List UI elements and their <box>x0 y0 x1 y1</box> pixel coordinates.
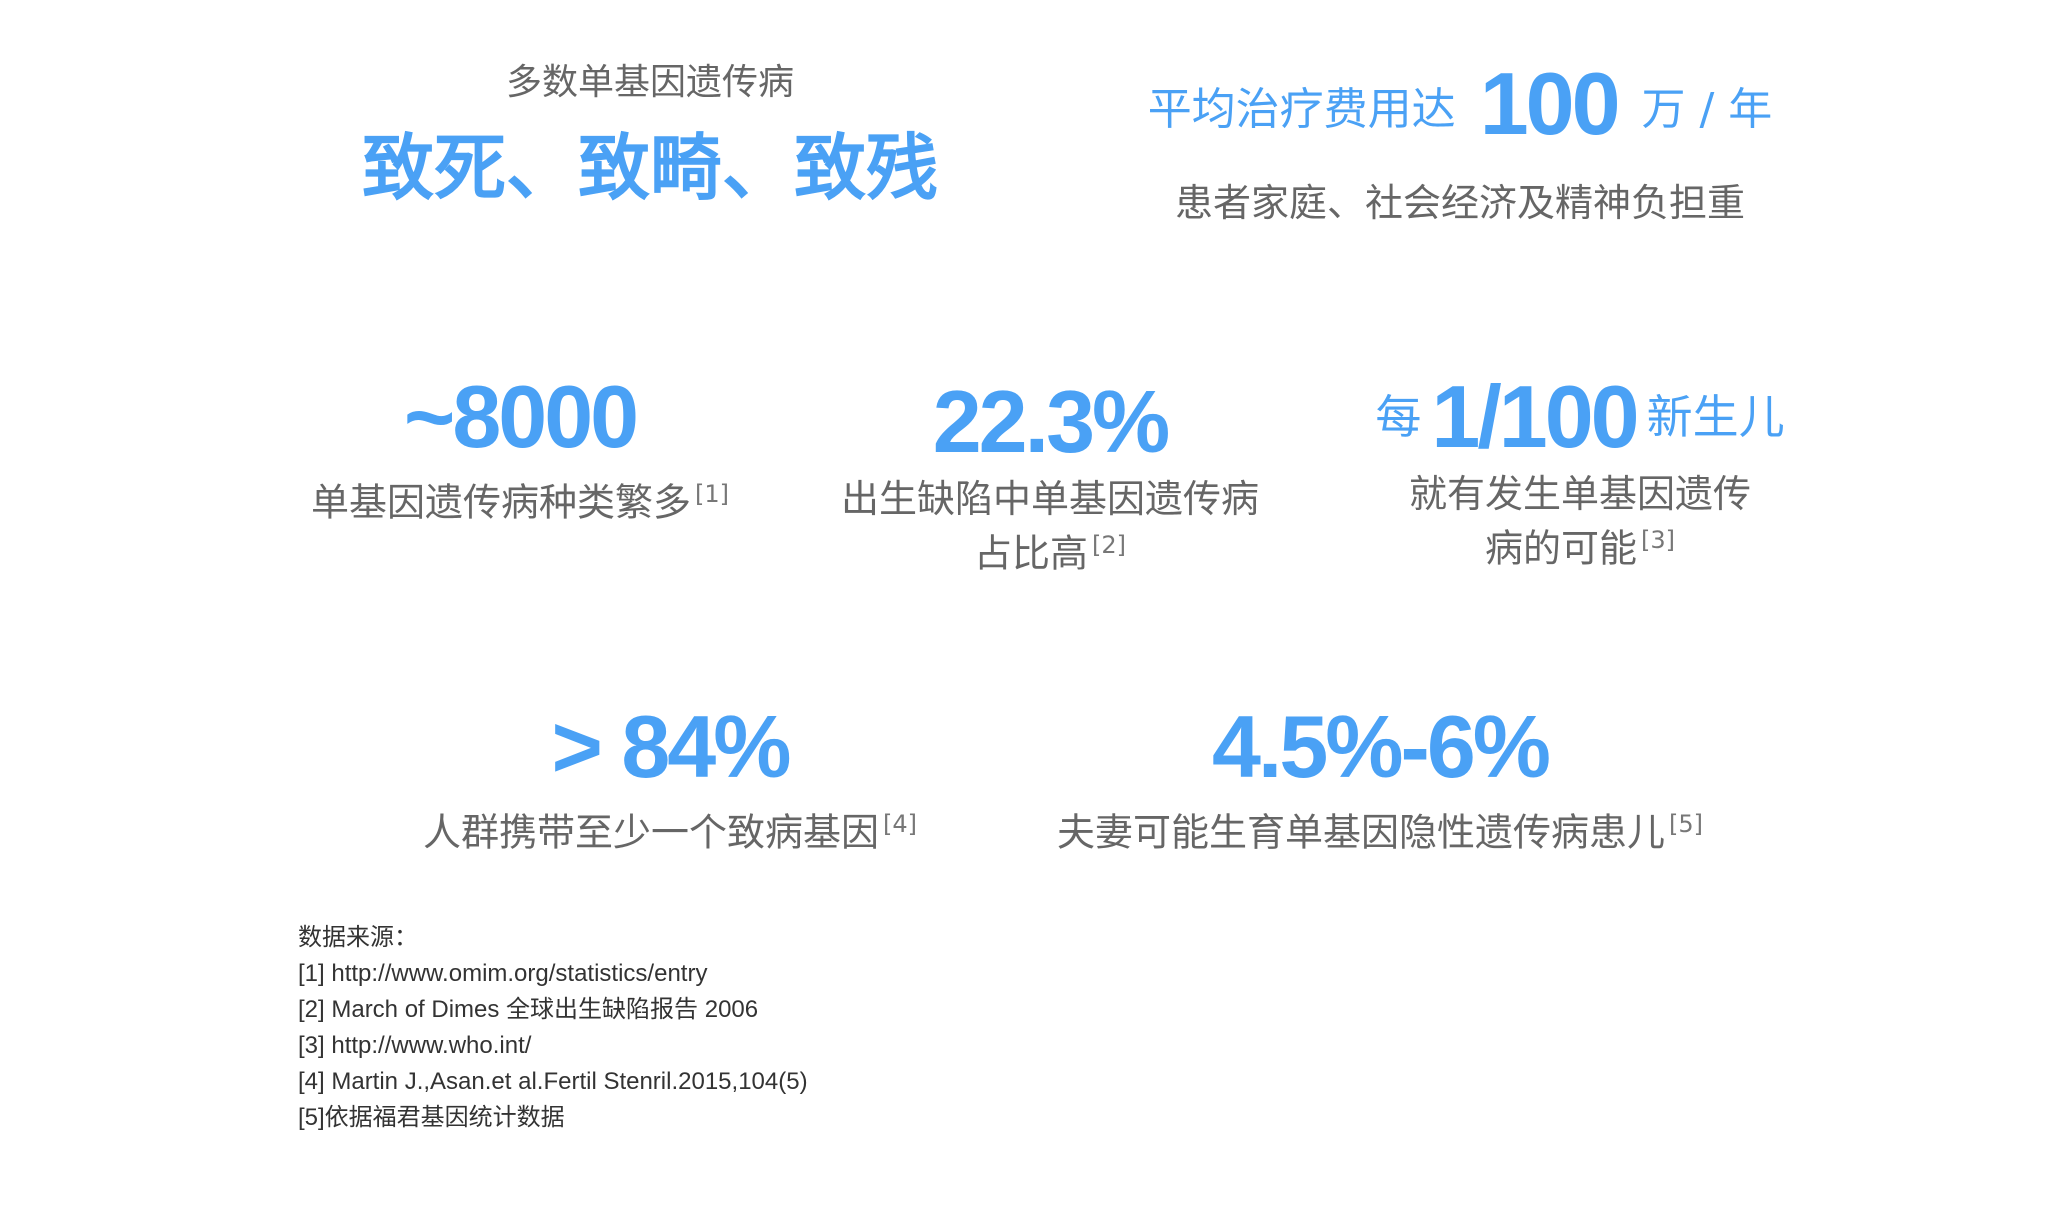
stat-desc-line: 夫妻可能生育单基因隐性遗传病患儿 <box>1056 810 1665 855</box>
stat-value: ~8000 <box>403 367 639 466</box>
stat-reference: [5] <box>1669 810 1703 838</box>
stat-description: 单基因遗传病种类繁多 [1] <box>260 471 780 526</box>
stat-reference: [2] <box>1092 531 1126 559</box>
cost-unit: 万 / 年 <box>1641 84 1773 135</box>
stat-desc-line: 人群携带至少一个致病基因 <box>422 810 879 855</box>
stat-value: > 84% <box>551 697 792 796</box>
stat-value: 22.3% <box>932 372 1171 471</box>
stat-suffix: 新生儿 <box>1646 390 1785 444</box>
cost-intro: 平均治疗费用达 <box>1147 84 1456 135</box>
stat-description: 出生缺陷中单基因遗传病 占比高 [2] <box>790 476 1310 577</box>
cost-row: 平均治疗费用达 100 万 / 年 <box>1100 60 1820 156</box>
source-item: [1] http://www.omim.org/statistics/entry <box>298 960 708 987</box>
stat-birth-defect-share: 22.3% 出生缺陷中单基因遗传病 占比高 [2] <box>790 370 1310 577</box>
stat-description: 就有发生单基因遗传 病的可能 [3] <box>1320 471 1840 572</box>
cost-number: 100 <box>1479 54 1621 153</box>
stat-carrier-rate: > 84% 人群携带至少一个致病基因 [4] <box>370 695 970 856</box>
lethality-headline: 致死、致畸、致残 <box>361 126 938 210</box>
source-item: [4] Martin J.,Asan.et al.Fertil Stenril.… <box>298 1068 808 1095</box>
stat-desc-line: 占比高 <box>973 531 1088 576</box>
stat-disease-types: ~8000 单基因遗传病种类繁多 [1] <box>260 365 780 526</box>
source-item: [5]依据福君基因统计数据 <box>298 1104 565 1131</box>
sources-title: 数据来源： <box>298 924 418 951</box>
stat-value-row: > 84% <box>370 695 970 791</box>
source-item: [3] http://www.who.int/ <box>298 1032 532 1059</box>
stat-value-row: 4.5%-6% <box>1020 695 1740 791</box>
cost-block: 平均治疗费用达 100 万 / 年 患者家庭、社会经济及精神负担重 <box>1100 60 1820 230</box>
stat-description: 人群携带至少一个致病基因 [4] <box>370 801 970 856</box>
lethality-block: 多数单基因遗传病 致死、致畸、致残 <box>300 60 1000 218</box>
stat-reference: [3] <box>1641 526 1675 554</box>
stat-desc-line: 病的可能 <box>1484 526 1637 571</box>
stat-value-row: 每 1/100 新生儿 <box>1320 365 1840 461</box>
stat-reference: [1] <box>695 480 729 508</box>
stat-recessive-risk: 4.5%-6% 夫妻可能生育单基因隐性遗传病患儿 [5] <box>1020 695 1740 856</box>
stat-description: 夫妻可能生育单基因隐性遗传病患儿 [5] <box>1020 801 1740 856</box>
stat-desc-line: 单基因遗传病种类繁多 <box>310 480 691 525</box>
stat-newborn-rate: 每 1/100 新生儿 就有发生单基因遗传 病的可能 [3] <box>1320 365 1840 572</box>
stat-value-row: ~8000 <box>260 365 780 461</box>
stat-reference: [4] <box>883 810 917 838</box>
source-item: [2] March of Dimes 全球出生缺陷报告 2006 <box>298 996 759 1023</box>
stat-desc-line: 出生缺陷中单基因遗传病 <box>840 477 1259 521</box>
stat-value: 1/100 <box>1431 367 1639 466</box>
stat-value-row: 22.3% <box>790 370 1310 466</box>
stat-desc-line: 就有发生单基因遗传 <box>1408 472 1751 516</box>
data-sources: 数据来源： [1] http://www.omim.org/statistics… <box>298 920 808 1136</box>
lethality-intro: 多数单基因遗传病 <box>505 62 794 103</box>
stat-prefix: 每 <box>1375 390 1422 444</box>
cost-subtitle: 患者家庭、社会经济及精神负担重 <box>1174 181 1745 225</box>
stat-value: 4.5%-6% <box>1211 697 1551 796</box>
